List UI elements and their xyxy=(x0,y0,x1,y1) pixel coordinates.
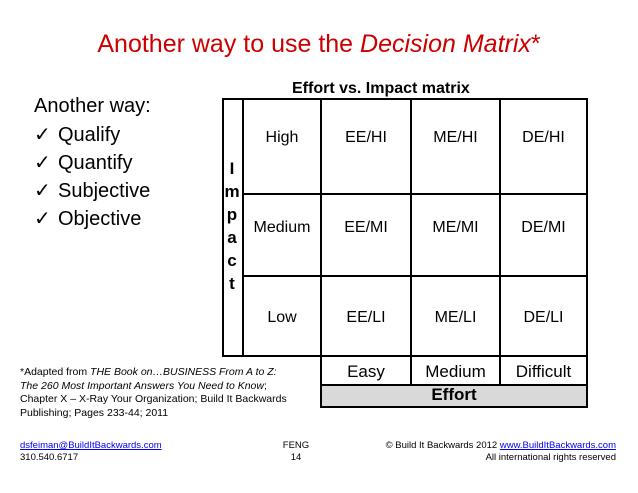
matrix-cell: ME/HI xyxy=(433,129,478,146)
grid-line xyxy=(586,98,588,408)
matrix-cell: DE/LI xyxy=(523,309,564,326)
bullet-label: Objective xyxy=(58,208,142,230)
footnote-book-title: THE Book on…BUSINESS From A to Z: The 26… xyxy=(20,366,277,392)
bullet-item: ✓ Quantify xyxy=(34,150,132,175)
bullet-label: Subjective xyxy=(58,180,151,202)
bullet-item: ✓ Qualify xyxy=(34,122,120,147)
footnote-text: ; Chapter X – X-Ray Your Organization; B… xyxy=(20,379,287,419)
checkmark-icon: ✓ xyxy=(34,124,51,146)
bullet-item: ✓ Objective xyxy=(34,206,141,231)
footnote: *Adapted from THE Book on…BUSINESS From … xyxy=(20,366,290,420)
matrix-cell: ME/MI xyxy=(432,219,479,236)
footer-phone: 310.540.6717 xyxy=(20,452,79,463)
title-suffix: * xyxy=(530,30,541,58)
impact-letter: t xyxy=(229,274,235,293)
title-prefix: Another way to use the xyxy=(97,30,361,58)
effort-level-difficult: Difficult xyxy=(515,362,572,381)
impact-label-low: Low xyxy=(267,309,297,326)
impact-letter: p xyxy=(226,205,238,224)
matrix-heading: Effort vs. Impact matrix xyxy=(292,80,470,97)
impact-label-medium: Medium xyxy=(253,219,311,236)
matrix-cell: DE/MI xyxy=(521,219,566,236)
grid-line xyxy=(222,98,224,356)
title-emphasis: Decision Matrix xyxy=(360,30,531,58)
impact-letter: m xyxy=(224,182,240,201)
matrix-cell: ME/LI xyxy=(434,309,477,326)
grid-line xyxy=(222,355,588,357)
page-number: 14 xyxy=(290,452,302,463)
impact-letter: c xyxy=(227,251,237,270)
effort-level-medium: Medium xyxy=(425,362,486,381)
impact-letter: a xyxy=(227,228,237,247)
grid-line xyxy=(242,275,588,277)
bullet-label: Qualify xyxy=(58,124,121,146)
footer-rights: All international rights reserved xyxy=(485,452,616,463)
matrix-cell: EE/HI xyxy=(345,129,387,146)
grid-line xyxy=(222,98,588,100)
grid-line xyxy=(410,98,412,385)
grid-line xyxy=(499,98,501,385)
copyright-text: © Build It Backwards 2012 xyxy=(385,440,500,451)
matrix-cell: EE/MI xyxy=(344,219,388,236)
grid-line xyxy=(320,98,322,408)
matrix-cell: EE/LI xyxy=(346,309,386,326)
bullet-label: Quantify xyxy=(58,152,133,174)
effort-impact-matrix: I m p a c t High Medium Low EE/HI ME/HI … xyxy=(222,98,588,408)
footer-site-link[interactable]: www.BuildItBackwards.com xyxy=(499,440,616,451)
grid-line xyxy=(242,98,244,356)
lead-text: Another way: xyxy=(34,95,151,117)
impact-label-high: High xyxy=(265,129,299,146)
grid-line xyxy=(320,406,588,408)
grid-line xyxy=(320,384,588,386)
footer-email-link[interactable]: dsfeiman@BuildItBackwards.com xyxy=(20,440,162,451)
impact-letter: I xyxy=(229,159,235,178)
footer-copyright: © Build It Backwards 2012 www.BuildItBac… xyxy=(350,440,616,451)
checkmark-icon: ✓ xyxy=(34,208,51,230)
footer-org: FENG xyxy=(282,440,310,451)
effort-band xyxy=(320,385,588,407)
checkmark-icon: ✓ xyxy=(34,180,51,202)
footnote-text: *Adapted from xyxy=(20,366,91,378)
bullet-item: ✓ Subjective xyxy=(34,178,150,203)
effort-level-easy: Easy xyxy=(347,362,385,381)
matrix-cell: DE/HI xyxy=(522,129,565,146)
effort-axis-label: Effort xyxy=(431,385,477,404)
slide-title: Another way to use the Decision Matrix* xyxy=(0,30,638,59)
grid-line xyxy=(242,193,588,195)
checkmark-icon: ✓ xyxy=(34,152,51,174)
